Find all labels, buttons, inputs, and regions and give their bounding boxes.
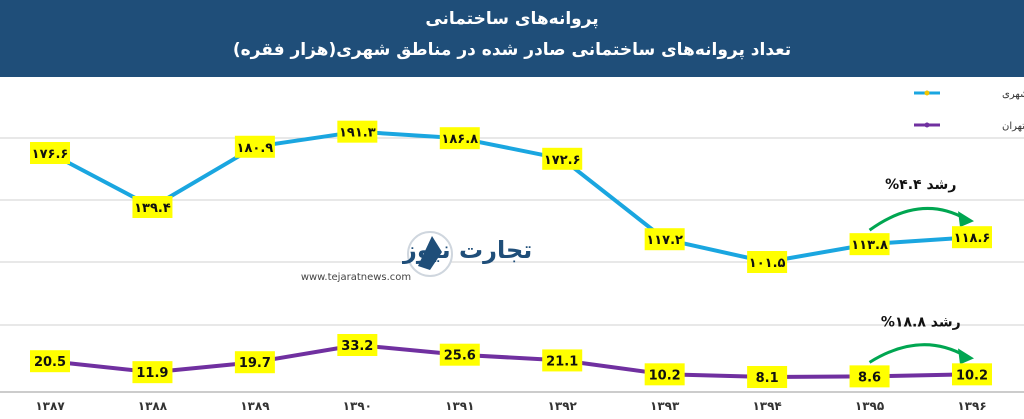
x-tick-label: ۱۳۹۲: [548, 399, 578, 413]
logo-mark-icon: [418, 236, 442, 270]
data-label-box: [542, 349, 583, 372]
data-label: ۱۱۷.۲: [644, 228, 685, 251]
logo-url: www.tejaratnews.com: [301, 272, 411, 283]
x-tick-label: ۱۳۹۰: [343, 399, 372, 413]
data-label-box: [542, 147, 583, 170]
data-label-text: ۱۳۹.۴: [134, 201, 171, 216]
line-chart: رشد ۴.۴% رشد ۱۸.۸% ۱۷۶.۶ ۱۳۹.۴ ۱۸۰.۹ ۱۹۱.۳ ۱۸…: [0, 89, 1024, 413]
x-tick-label: ۱۳۹۶: [957, 399, 986, 413]
data-label-box: [952, 363, 992, 386]
data-label: 20.5: [30, 350, 70, 373]
data-label-box: [439, 127, 480, 150]
data-label-box: [644, 228, 685, 251]
legend-marker: [924, 90, 930, 96]
data-label-text: ۱۷۲.۶: [544, 153, 581, 168]
data-label: 11.9: [132, 361, 173, 384]
x-tick-label: ۱۳۹۴: [752, 399, 781, 413]
data-label-box: [747, 251, 788, 273]
x-tick-label: ۱۳۹۳: [650, 399, 680, 413]
data-label-text: 20.5: [34, 355, 66, 370]
data-label-text: ۱۱۳.۸: [851, 238, 888, 253]
logo-name: تجارت نیوز: [402, 236, 532, 264]
growth-annotation: رشد ۱۸.۸%: [881, 314, 961, 330]
growth-arrow: [868, 343, 967, 364]
data-label: ۱۰۱.۵: [747, 251, 788, 273]
data-label-text: 11.9: [136, 366, 168, 381]
series-line-tehran: [48, 343, 974, 379]
data-label: ۱۳۹.۴: [132, 195, 173, 218]
data-label-box: [644, 363, 685, 386]
data-label: 33.2: [337, 334, 378, 356]
data-label: 10.2: [644, 363, 685, 386]
data-label: ۱۸۶.۸: [439, 127, 480, 150]
data-label-text: 8.1: [756, 371, 779, 386]
growth-annotation: رشد ۴.۴%: [885, 177, 956, 193]
data-label-text: ۱۰۱.۵: [749, 256, 786, 271]
data-label-text: 8.6: [858, 370, 881, 385]
legend-label: تهران: [1002, 121, 1024, 132]
data-label: 19.7: [234, 351, 275, 374]
series-line-total: [48, 129, 974, 264]
data-label-box: [30, 142, 70, 164]
data-label-box: [952, 226, 992, 249]
chart-title: پروانه‌های ساختمانی: [425, 9, 599, 29]
data-label-box: [132, 361, 173, 384]
data-label: ۱۷۲.۶: [542, 147, 583, 170]
data-label-box: [234, 135, 275, 158]
data-label: ۱۱۸.۶: [952, 226, 992, 249]
watermark-logo: تجارت نیوز www.tejaratnews.com: [301, 231, 532, 283]
data-label-box: [132, 195, 173, 218]
x-tick-label: ۱۳۸۸: [138, 399, 168, 413]
data-label-box: [747, 366, 788, 388]
legend-marker: [924, 122, 930, 128]
data-label-box: [849, 233, 890, 256]
data-label-box: [337, 334, 378, 356]
chart-header: پروانه‌های ساختمانی تعداد پروانه‌های ساخ…: [0, 0, 1024, 77]
data-label-box: [30, 350, 70, 373]
data-label-text: 19.7: [239, 356, 271, 371]
data-label: 8.6: [849, 365, 890, 388]
chart-subtitle: تعداد پروانه‌های ساختمانی صادر شده در من…: [232, 40, 792, 60]
data-label-text: 33.2: [341, 339, 373, 354]
data-label: 25.6: [439, 343, 480, 366]
data-label-text: 10.2: [956, 368, 988, 383]
growth-arrow: [868, 207, 967, 232]
data-label-box: [337, 120, 378, 143]
x-tick-label: ۱۳۹۱: [445, 399, 474, 413]
data-label-text: ۱۱۷.۲: [646, 233, 683, 248]
data-label-text: ۱۹۱.۳: [339, 126, 376, 141]
data-label: ۱۹۱.۳: [337, 120, 378, 143]
data-label: ۱۸۰.۹: [234, 135, 275, 158]
growth-arrowhead: [958, 348, 974, 365]
data-label-box: [439, 343, 480, 366]
data-label: ۱۷۶.۶: [30, 142, 70, 164]
data-label-text: ۱۸۰.۹: [237, 141, 274, 156]
data-label-text: 21.1: [546, 354, 578, 369]
growth-arrowhead: [958, 211, 974, 228]
data-label-box: [234, 351, 275, 374]
x-tick-label: ۱۳۸۹: [240, 399, 270, 413]
data-label-text: 25.6: [444, 349, 476, 364]
data-label-text: ۱۷۶.۶: [32, 147, 69, 162]
data-label: 8.1: [747, 366, 788, 388]
x-tick-label: ۱۳۸۷: [35, 399, 65, 413]
legend-label: کل مناطق شهری: [1002, 89, 1024, 100]
data-label-text: ۱۱۸.۶: [954, 231, 991, 246]
data-label-text: 10.2: [649, 368, 681, 383]
data-label: ۱۱۳.۸: [849, 233, 890, 256]
x-tick-label: ۱۳۹۵: [855, 399, 884, 413]
data-label: 10.2: [952, 363, 992, 386]
data-label-text: ۱۸۶.۸: [441, 132, 478, 147]
data-label-box: [849, 365, 890, 388]
data-label: 21.1: [542, 349, 583, 372]
